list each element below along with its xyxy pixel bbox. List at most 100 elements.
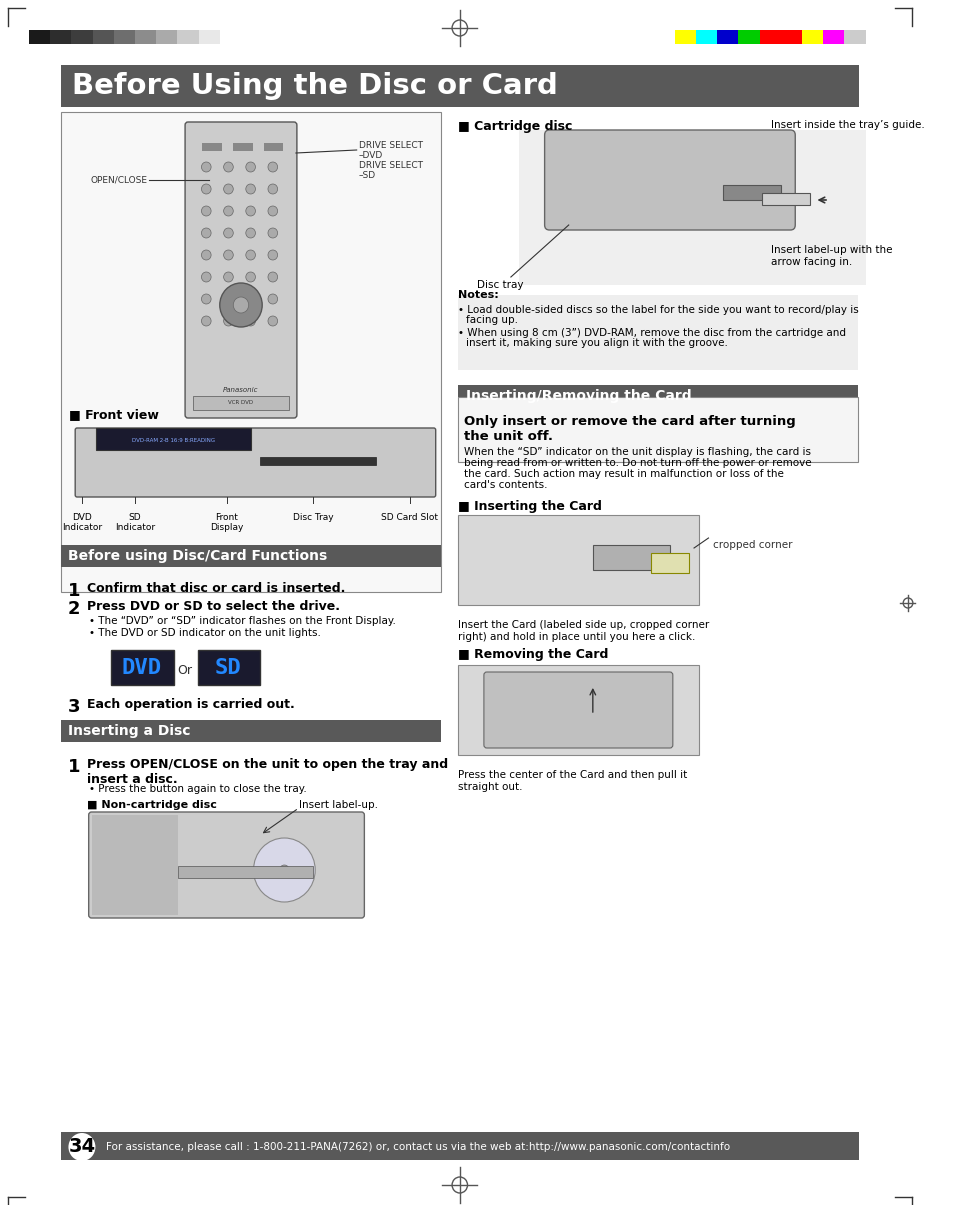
Text: DRIVE SELECT: DRIVE SELECT [358,160,422,170]
FancyBboxPatch shape [483,672,672,748]
Circle shape [201,316,211,327]
Text: Inserting a Disc: Inserting a Disc [69,724,191,737]
Circle shape [223,228,233,239]
Circle shape [69,1133,95,1160]
Text: card's contents.: card's contents. [463,480,547,490]
Bar [29,30,51,45]
Circle shape [201,206,211,216]
Text: SD Card Slot: SD Card Slot [381,513,437,522]
Circle shape [223,249,233,260]
Text: Insert label-up.: Insert label-up. [298,800,377,810]
Text: For assistance, please call : 1-800-211-PANA(7262) or, contact us via the web at: For assistance, please call : 1-800-211-… [106,1142,729,1152]
Text: Confirm that disc or card is inserted.: Confirm that disc or card is inserted. [87,582,345,595]
Bar [177,30,198,45]
Bar [457,665,699,756]
Text: Press DVD or SD to select the drive.: Press DVD or SD to select the drive. [87,600,339,613]
Text: the unit off.: the unit off. [463,430,552,443]
Circle shape [268,272,277,282]
FancyBboxPatch shape [89,812,364,918]
Bar [780,30,801,45]
Circle shape [233,296,249,313]
Text: Disc Tray: Disc Tray [293,513,334,522]
Bar [61,65,858,107]
Text: facing up.: facing up. [465,315,517,325]
Text: Each operation is carried out.: Each operation is carried out. [87,698,294,711]
Text: insert it, making sure you align it with the groove.: insert it, making sure you align it with… [465,337,727,348]
Circle shape [223,206,233,216]
Circle shape [246,249,255,260]
Bar [219,30,241,45]
Bar [264,143,283,151]
Bar [822,30,843,45]
Text: Insert the Card (labeled side up, cropped corner
right) and hold in place until : Insert the Card (labeled side up, croppe… [457,621,708,641]
Bar [696,30,717,45]
Bar [760,193,809,205]
Text: –DVD: –DVD [358,151,382,159]
FancyBboxPatch shape [457,396,857,462]
Text: 34: 34 [69,1138,95,1157]
Circle shape [246,206,255,216]
Text: Insert label-up with the
arrow facing in.: Insert label-up with the arrow facing in… [770,245,892,266]
Circle shape [223,161,233,172]
Circle shape [268,228,277,239]
Text: Press the center of the Card and then pull it
straight out.: Press the center of the Card and then pu… [457,770,686,792]
Text: Or: Or [177,664,193,676]
Circle shape [268,249,277,260]
Bar [178,866,313,878]
Text: Only insert or remove the card after turning: Only insert or remove the card after tur… [463,415,795,428]
Circle shape [268,294,277,304]
Circle shape [246,228,255,239]
Bar [801,30,822,45]
Text: Front
Display: Front Display [210,513,243,533]
Bar [61,545,441,568]
Circle shape [201,272,211,282]
Text: ■ Front view: ■ Front view [70,408,159,422]
Bar [51,30,71,45]
Circle shape [201,161,211,172]
Bar [61,1131,858,1160]
Bar [650,553,688,574]
Bar [457,295,857,370]
Text: 2: 2 [68,600,80,618]
Circle shape [201,294,211,304]
Bar [457,515,699,605]
Text: • When using 8 cm (3”) DVD-RAM, remove the disc from the cartridge and: • When using 8 cm (3”) DVD-RAM, remove t… [457,328,845,337]
Bar [92,30,113,45]
Circle shape [223,184,233,194]
Circle shape [201,249,211,260]
Circle shape [246,161,255,172]
Text: being read from or written to. Do not turn off the power or remove: being read from or written to. Do not tu… [463,458,810,468]
Text: SD: SD [214,658,241,678]
Text: • The DVD or SD indicator on the unit lights.: • The DVD or SD indicator on the unit li… [89,628,320,637]
Circle shape [223,272,233,282]
Circle shape [268,316,277,327]
Text: Disc tray: Disc tray [476,280,523,290]
Text: Press OPEN/CLOSE on the unit to open the tray and
insert a disc.: Press OPEN/CLOSE on the unit to open the… [87,758,447,786]
Text: • Load double-sided discs so the label for the side you want to record/play is: • Load double-sided discs so the label f… [457,305,858,315]
Text: DVD-RAM 2-B 16:9 B:READING: DVD-RAM 2-B 16:9 B:READING [132,437,214,442]
Text: Insert inside the tray’s guide.: Insert inside the tray’s guide. [770,120,924,130]
Text: Inserting/Removing the Card: Inserting/Removing the Card [465,389,691,402]
Text: Notes:: Notes: [457,290,498,300]
Text: the card. Such action may result in malfunction or loss of the: the card. Such action may result in malf… [463,469,782,480]
Bar [61,112,441,592]
Bar [738,30,759,45]
Bar [592,545,669,570]
Bar [674,30,696,45]
Text: ■ Inserting the Card: ■ Inserting the Card [457,500,601,513]
Text: • Press the button again to close the tray.: • Press the button again to close the tr… [89,784,306,794]
Circle shape [219,283,262,327]
Bar [96,428,251,449]
FancyBboxPatch shape [75,428,436,496]
Circle shape [201,184,211,194]
Bar [193,396,289,410]
Circle shape [246,272,255,282]
Bar [91,815,178,915]
Bar [111,649,173,684]
Text: VCR DVD: VCR DVD [228,400,253,406]
Text: ■ Non-cartridge disc: ■ Non-cartridge disc [87,800,216,810]
Text: 1: 1 [68,758,80,776]
Text: DVD: DVD [122,658,162,678]
Text: DVD
Indicator: DVD Indicator [62,513,102,533]
Circle shape [253,837,314,903]
